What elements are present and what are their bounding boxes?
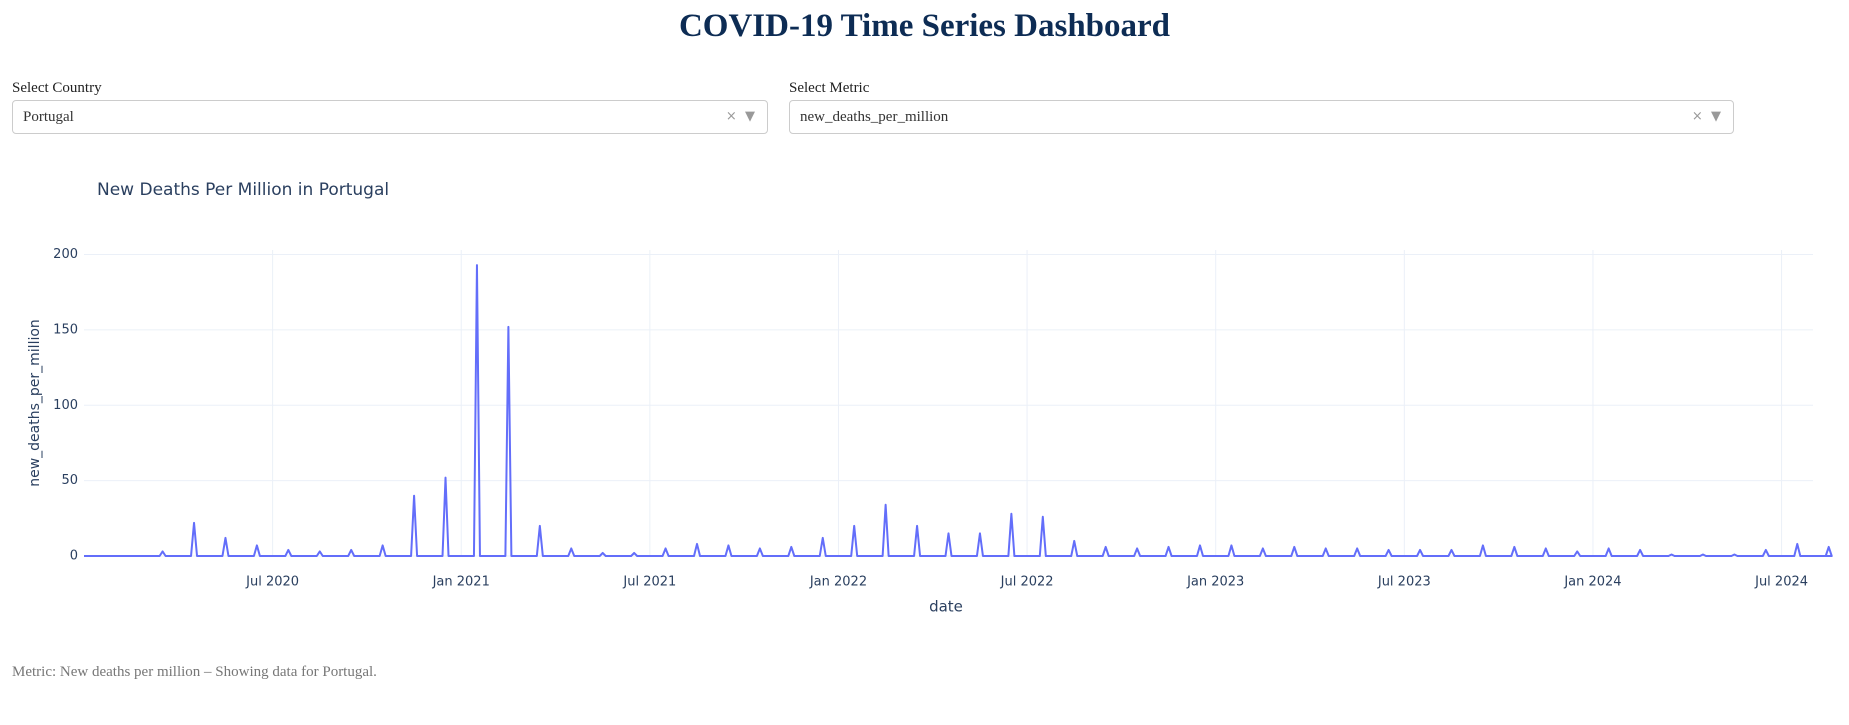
x-tick-label: Jul 2023	[1377, 575, 1431, 590]
metric-label: Select Metric	[789, 80, 870, 96]
y-tick-label: 100	[53, 398, 78, 413]
metric-value: new_deaths_per_million	[800, 109, 949, 125]
x-tick-label: Jan 2021	[432, 575, 490, 590]
x-tick-label: Jul 2021	[622, 575, 676, 590]
y-axis-title: new_deaths_per_million	[27, 319, 43, 487]
x-tick-label: Jul 2022	[1000, 575, 1054, 590]
y-tick-label: 50	[61, 473, 78, 488]
country-value: Portugal	[23, 109, 74, 125]
country-dropdown[interactable]: Portugal × ▼	[12, 100, 768, 134]
data-line	[84, 264, 1833, 557]
y-tick-label: 0	[70, 549, 78, 564]
page-title: COVID-19 Time Series Dashboard	[678, 8, 1171, 44]
x-tick-label: Jul 2020	[245, 575, 299, 590]
metric-dropdown[interactable]: new_deaths_per_million × ▼	[789, 100, 1734, 134]
x-tick-label: Jul 2024	[1754, 575, 1808, 590]
dropdown-icons[interactable]: × ▼	[1691, 109, 1721, 124]
y-tick-label: 150	[53, 322, 78, 337]
country-label: Select Country	[12, 80, 102, 96]
y-tick-label: 200	[53, 247, 78, 262]
footer-note: Metric: New deaths per million – Showing…	[12, 664, 377, 680]
x-tick-label: Jan 2024	[1563, 575, 1621, 590]
dropdown-icons[interactable]: × ▼	[725, 109, 755, 124]
x-tick-label: Jan 2023	[1186, 575, 1244, 590]
x-tick-label: Jan 2022	[809, 575, 867, 590]
chart: New Deaths Per Million in Portugal date …	[27, 180, 1833, 616]
x-axis-title: date	[929, 598, 963, 616]
chart-title: New Deaths Per Million in Portugal	[97, 180, 389, 200]
